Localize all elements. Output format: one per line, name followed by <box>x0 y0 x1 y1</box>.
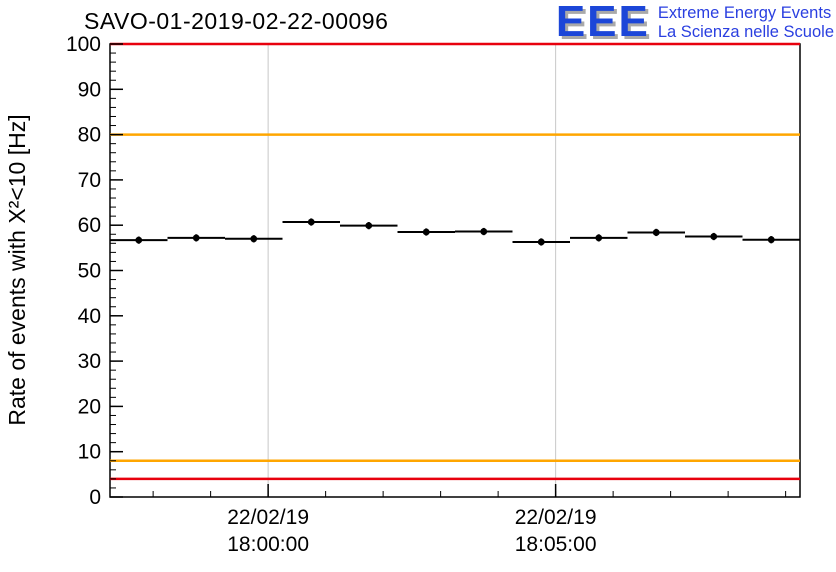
svg-text:18:05:00: 18:05:00 <box>515 533 597 556</box>
svg-text:18:00:00: 18:00:00 <box>227 533 309 556</box>
svg-text:100: 100 <box>66 33 101 56</box>
grid-lines <box>267 44 557 497</box>
svg-text:60: 60 <box>78 214 101 237</box>
eee-logo-acronym: EEE <box>555 0 650 46</box>
svg-text:0: 0 <box>89 486 101 509</box>
data-points <box>110 218 800 246</box>
svg-text:22/02/19: 22/02/19 <box>227 506 309 529</box>
threshold-lines <box>110 42 800 481</box>
svg-text:90: 90 <box>78 78 101 101</box>
eee-logo-line-2: La Scienza nelle Scuole <box>657 23 834 41</box>
eee-logo: EEE Extreme Energy Events La Scienza nel… <box>555 0 834 46</box>
svg-text:10: 10 <box>78 441 101 464</box>
y-axis: 0 10 20 30 40 50 60 70 80 90 100 <box>66 33 123 509</box>
x-axis: 22/02/19 18:00:00 22/02/19 18:05:00 <box>152 484 787 556</box>
plot-title: SAVO-01-2019-02-22-00096 <box>84 8 389 34</box>
svg-text:22/02/19: 22/02/19 <box>515 506 597 529</box>
eee-logo-line-1: Extreme Energy Events <box>657 4 832 22</box>
svg-text:30: 30 <box>78 350 101 373</box>
svg-text:70: 70 <box>78 169 101 192</box>
svg-text:50: 50 <box>78 260 101 283</box>
svg-text:20: 20 <box>78 395 101 418</box>
svg-text:80: 80 <box>78 124 101 147</box>
svg-text:40: 40 <box>78 305 101 328</box>
eee-logo-caption: Extreme Energy Events La Scienza nelle S… <box>658 2 834 42</box>
plot-frame <box>109 43 801 498</box>
